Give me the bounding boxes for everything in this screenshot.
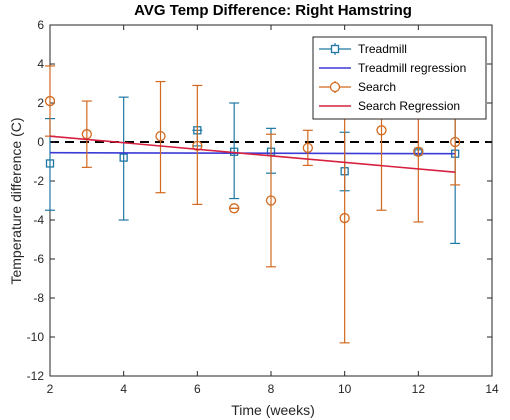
x-axis: 2 4 6 8 10 12 14	[47, 25, 499, 396]
legend-marker-search	[329, 81, 341, 93]
search-point	[155, 130, 166, 142]
y-tick-label: 0	[37, 135, 44, 149]
x-tick-label: 8	[268, 382, 275, 396]
x-tick-label: 12	[412, 382, 426, 396]
x-tick-label: 2	[47, 382, 54, 396]
y-tick-label: 6	[37, 18, 44, 32]
legend-label-treadmill-regression: Treadmill regression	[358, 61, 466, 75]
x-axis-label: Time (weeks)	[231, 402, 315, 418]
legend: Treadmill Treadmill regression Search Searc…	[312, 36, 487, 120]
treadmill-regression-line	[49, 151, 456, 155]
search-point	[302, 142, 313, 154]
search-point	[450, 136, 461, 148]
legend-label-search-regression: Search Regression	[358, 99, 460, 113]
y-tick-label: 2	[37, 96, 44, 110]
y-tick-label: -10	[27, 330, 45, 344]
legend-label-search: Search	[358, 80, 396, 94]
y-tick-label: -6	[33, 252, 44, 266]
treadmill-point	[45, 159, 55, 168]
search-point	[339, 212, 350, 224]
x-tick-label: 4	[120, 382, 127, 396]
x-tick-label: 14	[485, 382, 499, 396]
y-tick-label: 4	[37, 57, 44, 71]
y-tick-label: -2	[33, 174, 44, 188]
search-point	[44, 95, 56, 107]
search-regression-line	[49, 135, 456, 174]
x-tick-label: 10	[338, 382, 352, 396]
search-point	[413, 146, 424, 157]
search-point	[265, 195, 277, 206]
y-tick-label: -4	[33, 213, 44, 227]
legend-marker-treadmill	[330, 44, 340, 54]
y-axis: -12 -10 -8 -6 -4 -2 0 2 4 6	[27, 18, 492, 383]
series-treadmill-regression	[49, 151, 456, 155]
search-point	[229, 203, 240, 214]
series-search-regression	[49, 135, 456, 174]
chart-title: AVG Temp Difference: Right Hamstring	[134, 2, 412, 19]
legend-box	[312, 36, 487, 120]
search-point	[376, 125, 387, 136]
legend-label-treadmill: Treadmill	[358, 42, 407, 56]
search-point	[192, 140, 203, 152]
y-tick-label: -12	[27, 369, 45, 383]
y-tick-label: -8	[33, 291, 44, 305]
x-tick-label: 6	[194, 382, 201, 396]
treadmill-point	[119, 153, 128, 162]
y-axis-label: Temperature difference (C)	[8, 117, 24, 284]
